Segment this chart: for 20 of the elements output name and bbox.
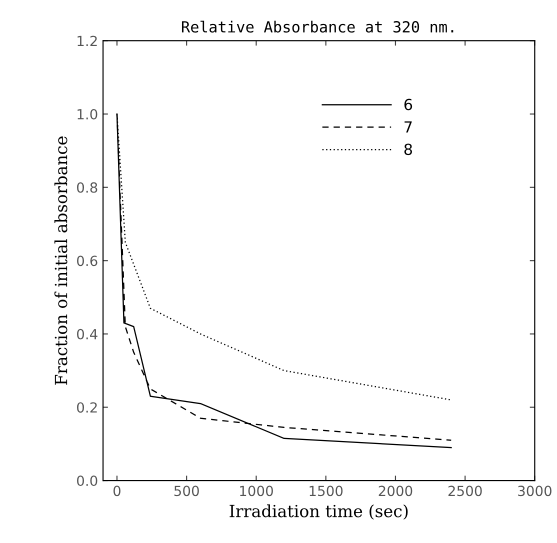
- x-tick-label: 2500: [448, 486, 482, 496]
- y-tick-label: 0.8: [77, 182, 98, 193]
- y-tick-label: 1.2: [78, 36, 97, 46]
- x-tick-label: 1500: [310, 486, 343, 496]
- x-tick-label: 3000: [518, 486, 552, 496]
- legend-label: 8: [404, 144, 412, 156]
- x-tick-label: 1000: [240, 486, 273, 496]
- x-tick-label: 0: [113, 486, 120, 496]
- x-tick-label: 500: [174, 486, 199, 496]
- y-tick-label: 0.2: [77, 402, 97, 413]
- y-tick-label: 0.0: [77, 476, 98, 486]
- y-tick-label: 0.4: [77, 328, 98, 340]
- legend-label: 6: [404, 98, 412, 110]
- x-axis-title: Irradiation time (sec): [230, 504, 408, 520]
- x-tick-label: 2000: [378, 486, 412, 496]
- y-tick-label: 1.0: [78, 109, 98, 120]
- y-axis-title: Fraction of initial absorbance: [54, 136, 68, 385]
- chart-title: Relative Absorbance at 320 nm.: [182, 20, 454, 33]
- y-tick-label: 0.6: [77, 256, 98, 266]
- legend-label: 7: [404, 121, 412, 132]
